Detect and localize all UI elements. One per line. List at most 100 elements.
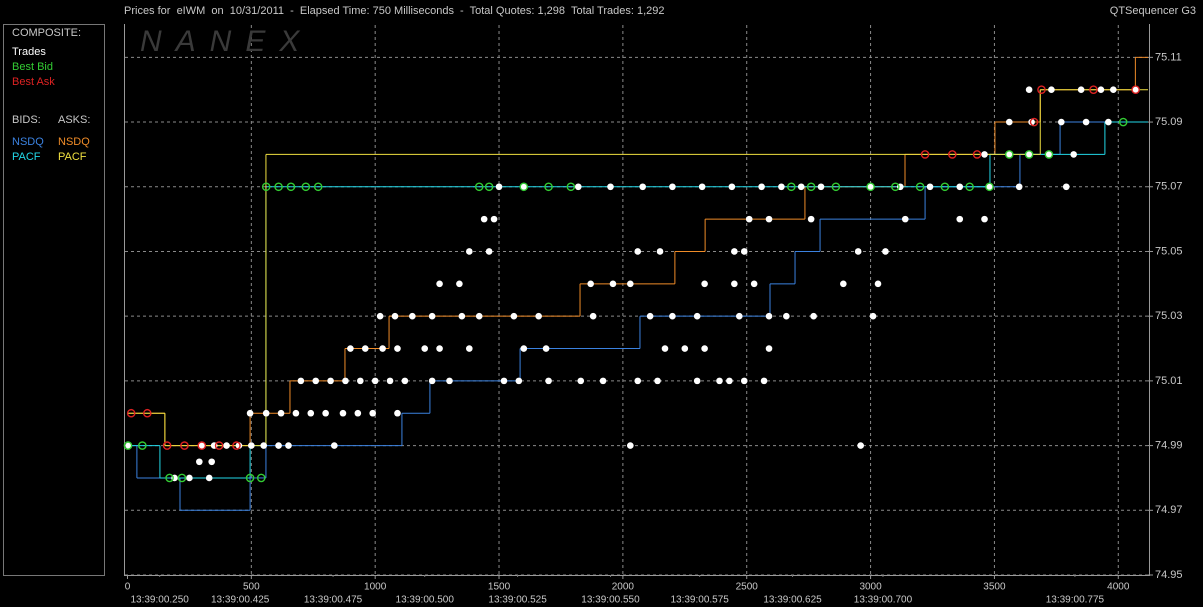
trade-dot <box>186 474 193 482</box>
trade-dot <box>297 377 305 385</box>
legend-entry: PACF <box>12 151 41 163</box>
trade-dot <box>1132 86 1139 94</box>
y-tick-label: 75.03 <box>1155 310 1183 322</box>
trade-dot <box>926 183 934 191</box>
trade-dot <box>428 377 436 385</box>
trade-dot <box>235 442 243 449</box>
trade-dot <box>379 345 386 352</box>
trade-dot <box>223 442 230 449</box>
quote-circle <box>138 441 147 450</box>
trade-dot <box>198 442 206 449</box>
trade-dot <box>956 183 964 191</box>
trade-dot <box>693 312 701 320</box>
quote-circle <box>214 441 224 450</box>
quote-circle <box>866 182 875 192</box>
trade-dot <box>1062 183 1070 191</box>
trade-dot <box>656 248 664 255</box>
quote-circle <box>920 150 930 159</box>
trade-dot <box>1028 118 1035 126</box>
x-tick-label: 500 <box>243 582 260 593</box>
trade-dot <box>208 458 215 466</box>
legend-panel <box>3 24 105 576</box>
y-tick-label: 75.05 <box>1155 245 1183 257</box>
trade-dot <box>312 377 320 385</box>
trade-dot <box>1048 86 1055 94</box>
legend-entry: NSDQ <box>12 136 44 148</box>
trade-dot <box>669 183 676 191</box>
quote-circle <box>123 441 133 450</box>
trade-dot <box>1070 151 1077 158</box>
quote-circle <box>1118 117 1128 127</box>
quote-circle <box>256 473 266 483</box>
quote-circle <box>940 182 950 192</box>
trade-dot <box>542 345 550 352</box>
chart-title: Prices for eIWM on 10/31/2011 - Elapsed … <box>124 5 665 17</box>
trade-dot <box>740 248 748 255</box>
trade-dot <box>1077 86 1085 94</box>
trade-dot <box>421 345 429 352</box>
trade-dot <box>545 377 552 385</box>
trade-dot <box>446 377 453 385</box>
trade-dot <box>205 474 213 482</box>
quote-circle <box>180 441 189 450</box>
trade-dot <box>376 312 384 320</box>
trade-dot <box>342 377 349 385</box>
trade-dot <box>1110 86 1117 94</box>
trade-dot <box>262 409 270 417</box>
quote-circle <box>177 473 187 483</box>
quote-circle <box>544 182 553 192</box>
trade-dot <box>731 280 738 288</box>
time-tick-label: 13:39:00.475 <box>304 595 363 606</box>
trade-dot <box>391 312 399 320</box>
x-tick-label: 2000 <box>612 582 635 593</box>
trade-dot <box>327 377 334 385</box>
trade-dot <box>277 409 285 417</box>
trade-dot <box>740 377 748 385</box>
quote-circle <box>474 182 484 192</box>
trade-dot <box>369 409 376 417</box>
time-tick-label: 13:39:00.525 <box>488 595 547 606</box>
quote-circle <box>831 182 841 192</box>
trade-dot <box>458 312 466 320</box>
quote-circle <box>519 182 529 192</box>
quote-circle <box>232 441 241 450</box>
quote-circle <box>165 473 174 483</box>
quote-circle <box>891 182 900 192</box>
trade-dot <box>456 280 463 288</box>
trade-dot <box>867 183 874 191</box>
x-tick-label: 2500 <box>736 582 759 593</box>
trade-dot <box>354 409 362 417</box>
trade-dot <box>574 183 582 191</box>
y-tick-label: 74.99 <box>1155 439 1183 451</box>
trade-dot <box>495 183 503 191</box>
trade-dot <box>1082 118 1090 126</box>
trade-dot <box>322 409 329 417</box>
trade-dot <box>817 183 825 191</box>
trade-dot <box>698 183 706 191</box>
quote-circle <box>948 150 957 159</box>
trade-dot <box>758 183 765 191</box>
x-tick-label: 1500 <box>488 582 511 593</box>
trade-dot <box>728 183 736 191</box>
trade-dot <box>745 215 753 223</box>
time-tick-label: 13:39:00.250 <box>130 595 189 606</box>
time-tick-label: 13:39:00.775 <box>1046 595 1105 606</box>
trade-dot <box>661 345 669 352</box>
legend-entry: Best Ask <box>12 76 55 88</box>
y-tick-label: 74.95 <box>1155 569 1183 581</box>
trade-dot <box>956 215 964 223</box>
trade-dot <box>639 183 646 191</box>
trade-dot <box>765 312 773 320</box>
trade-dot <box>854 248 862 255</box>
quote-circle <box>484 182 494 192</box>
quote-circle <box>1044 150 1054 159</box>
y-tick-label: 75.11 <box>1155 51 1182 63</box>
trade-dot <box>731 248 738 255</box>
trade-dot <box>1025 86 1033 94</box>
trade-dot <box>535 312 542 320</box>
trade-dot <box>260 442 268 449</box>
trade-dot <box>627 280 634 288</box>
time-tick-label: 13:39:00.425 <box>211 595 270 606</box>
